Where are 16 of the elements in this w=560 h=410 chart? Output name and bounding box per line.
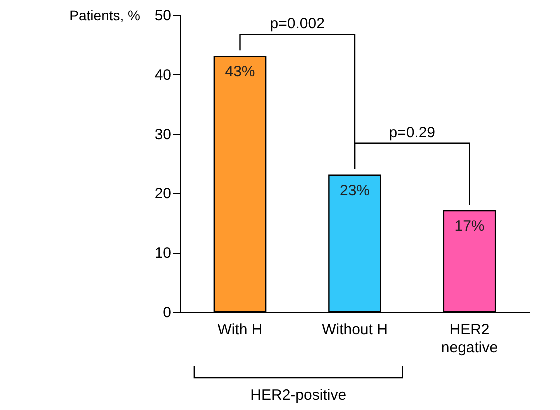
y-tick-label: 40	[154, 66, 172, 84]
x-tick-label: Without H	[322, 322, 388, 338]
x-tick-label: HER2 negative	[441, 322, 498, 356]
annotation: p=0.29	[389, 124, 436, 142]
annotation: p=0.002	[270, 16, 325, 33]
data-label: 23%	[340, 182, 370, 200]
y-tick-label: 20	[154, 186, 172, 203]
y-tick-label: 10	[154, 245, 172, 262]
y-axis-title: Patients, %	[70, 8, 140, 24]
data-label: 43%	[225, 64, 256, 81]
x-tick-label: With H	[218, 322, 263, 338]
y-tick-label: 30	[154, 126, 172, 144]
y-tick-label: 50	[154, 8, 172, 24]
y-tick-label: 0	[163, 304, 172, 322]
text: HER2-positive	[250, 387, 347, 404]
data-label: 17%	[454, 218, 485, 236]
